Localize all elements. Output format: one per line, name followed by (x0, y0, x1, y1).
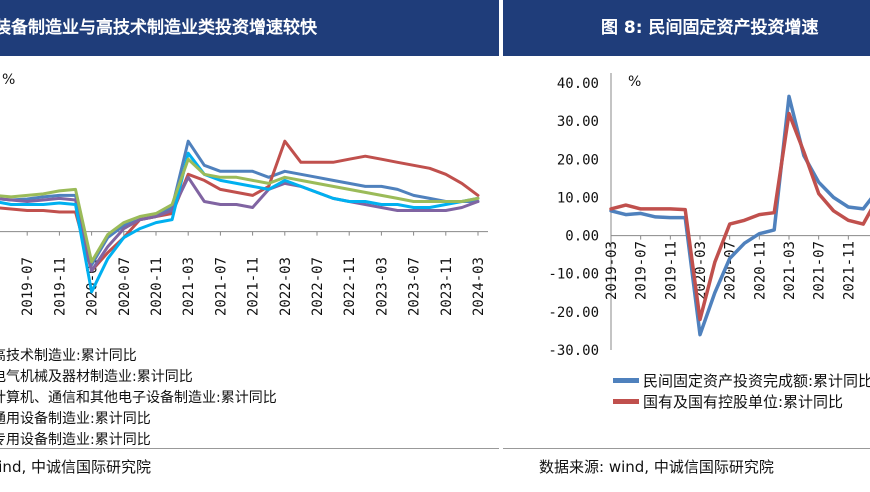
right-x-tick-label: 2021-03 (782, 241, 798, 300)
left-series-line-3 (0, 175, 480, 273)
right-y-unit-label: % (628, 74, 641, 90)
right-source-note: 数据来源: wind, 中诚信国际研究院 (503, 448, 870, 489)
left-source-text: wind, 中诚信国际研究院 (0, 458, 152, 476)
left-legend-item: 电气机械及器材制造业:累计同比 (0, 365, 277, 386)
right-y-tick-label: 0.00 (565, 229, 599, 245)
left-x-tick-label: 2021-11 (246, 257, 262, 316)
right-legend-label: 民间固定资产投资完成额:累计同比 (643, 372, 870, 390)
left-line-chart: %2019-07 2019-11 2020-03 2020-07 2020-11 2021… (0, 72, 488, 316)
left-x-tick-label: 2021-03 (181, 257, 197, 316)
left-x-tick-label: 2024-03 (471, 257, 487, 316)
left-x-tick-label: 2023-07 (407, 257, 423, 316)
right-y-tick-label: -10.00 (548, 267, 599, 283)
left-legend-label: 高技术制造业:累计同比 (0, 347, 137, 364)
right-legend-label: 国有及国有控股单位:累计同比 (643, 393, 844, 411)
left-x-tick-label: 2023-11 (439, 257, 455, 316)
right-series-line-1 (609, 94, 870, 337)
right-series-line-2 (609, 111, 870, 322)
left-chart-panel: 装备制造业与高技术制造业类投资增速较快 % 2019-07 2019-11 2020-… (0, 0, 499, 489)
right-legend-swatch (613, 399, 639, 404)
right-y-tick-label: 30.00 (557, 114, 599, 130)
right-chart-panel: 图 8: 民间固定资产投资增速 % 40.00 30.00 20.00 10.00 0.0… (503, 0, 870, 492)
left-legend-item: 专用设备制造业:累计同比 (0, 428, 277, 449)
left-x-tick-label: 2022-11 (342, 257, 358, 316)
left-legend-label: 通用设备制造业:累计同比 (0, 410, 151, 427)
left-x-tick-label: 2020-07 (117, 257, 133, 316)
left-y-unit-label: % (2, 72, 15, 88)
left-legend-label: 计算机、通信和其他电子设备制造业:累计同比 (0, 389, 277, 406)
right-chart-title: 图 8: 民间固定资产投资增速 (601, 18, 819, 38)
left-source-note: wind, 中诚信国际研究院 (0, 448, 499, 489)
right-line-chart: % 40.00 30.00 20.00 10.00 0.00 -10.00 -20.00 -30… (548, 73, 870, 359)
right-x-tick-label: 2021-07 (812, 241, 828, 300)
left-x-tick-label: 2019-11 (52, 257, 68, 316)
left-series-line-4 (0, 151, 480, 294)
right-x-tick-label: 2020-11 (752, 241, 768, 300)
left-legend-item: 计算机、通信和其他电子设备制造业:累计同比 (0, 386, 277, 407)
left-legend-item: 通用设备制造业:累计同比 (0, 407, 277, 428)
left-x-tick-label: 2023-03 (374, 257, 390, 316)
left-legend-item: 高技术制造业:累计同比 (0, 344, 277, 365)
right-legend-item: 国有及国有控股单位:累计同比 (613, 391, 870, 412)
left-chart-title-bar: 装备制造业与高技术制造业类投资增速较快 (0, 0, 499, 56)
right-chart-legend: 民间固定资产投资完成额:累计同比 国有及国有控股单位:累计同比 (613, 370, 870, 412)
right-y-tick-label: -20.00 (548, 305, 599, 321)
left-series-line-5 (0, 157, 480, 264)
right-y-tick-label: 10.00 (557, 190, 599, 206)
right-chart-title-bar: 图 8: 民间固定资产投资增速 (503, 0, 870, 56)
right-y-tick-label: -30.00 (548, 343, 599, 359)
right-legend-item: 民间固定资产投资完成额:累计同比 (613, 370, 870, 391)
right-y-tick-label: 20.00 (557, 152, 599, 168)
left-x-tick-label: 2019-07 (20, 257, 36, 316)
left-chart-legend: 高技术制造业:累计同比电气机械及器材制造业:累计同比计算机、通信和其他电子设备制… (0, 344, 277, 449)
left-x-tick-label: 2022-03 (278, 257, 294, 316)
left-x-tick-label: 2021-07 (213, 257, 229, 316)
right-source-text: 数据来源: wind, 中诚信国际研究院 (539, 458, 774, 476)
panel-divider (499, 0, 503, 492)
right-x-tick-label: 2019-07 (634, 241, 650, 300)
right-x-tick-label: 2019-03 (604, 241, 620, 300)
right-y-tick-label: 40.00 (557, 76, 599, 92)
left-x-tick-label: 2022-07 (310, 257, 326, 316)
left-x-tick-label: 2020-11 (149, 257, 165, 316)
right-legend-swatch (613, 378, 639, 383)
right-x-tick-label: 2021-11 (841, 241, 857, 300)
left-legend-label: 专用设备制造业:累计同比 (0, 431, 151, 448)
right-x-tick-label: 2019-11 (663, 241, 679, 300)
left-legend-label: 电气机械及器材制造业:累计同比 (0, 368, 193, 385)
left-chart-title: 装备制造业与高技术制造业类投资增速较快 (0, 18, 317, 38)
